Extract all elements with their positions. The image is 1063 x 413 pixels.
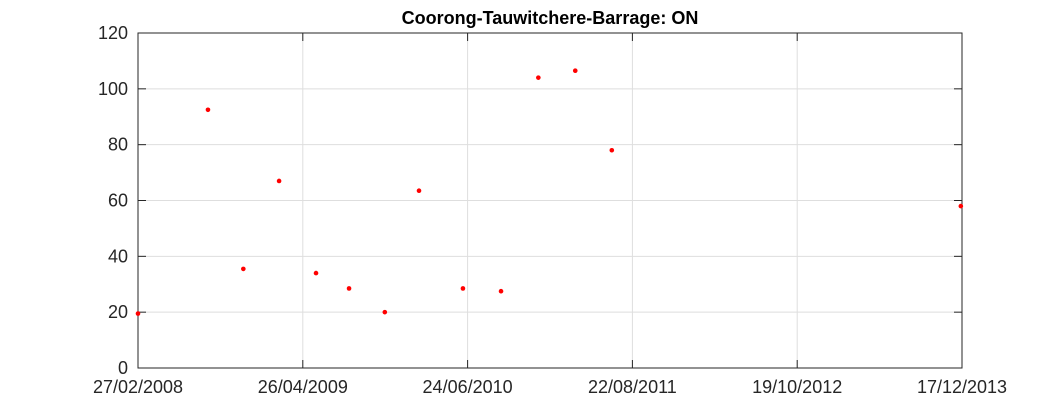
data-points <box>135 68 964 316</box>
data-point <box>572 68 578 73</box>
x-tick-label: 24/06/2010 <box>423 377 513 397</box>
chart-title: Coorong-Tauwitchere-Barrage: ON <box>402 8 699 28</box>
data-point <box>958 203 964 209</box>
x-tick-label: 17/12/2013 <box>917 377 1007 397</box>
data-point <box>241 266 246 272</box>
y-tick-label: 40 <box>108 246 128 266</box>
y-tick-label: 120 <box>98 23 128 43</box>
y-tick-label: 100 <box>98 79 128 99</box>
data-point <box>135 311 141 316</box>
data-point <box>609 147 615 153</box>
data-point <box>536 75 541 80</box>
x-tick-label: 26/04/2009 <box>258 377 348 397</box>
data-point <box>460 286 466 291</box>
grid-lines <box>137 32 963 369</box>
y-tick-label: 0 <box>118 358 128 378</box>
y-tick-label: 60 <box>108 191 128 211</box>
data-point <box>382 309 388 315</box>
y-tick-label: 80 <box>108 135 128 155</box>
axis-ticks: 27/02/2008 26/04/2009 24/06/2010 22/08/2011… <box>93 23 1007 397</box>
x-tick-label: 22/08/2011 <box>588 377 677 397</box>
y-tick-label: 20 <box>108 302 128 322</box>
data-point <box>416 188 422 194</box>
data-point <box>276 178 282 184</box>
data-point <box>346 286 352 291</box>
x-tick-label: 27/02/2008 <box>93 377 183 397</box>
data-point <box>498 288 504 294</box>
data-point <box>313 270 319 276</box>
x-tick-label: 19/10/2012 <box>752 377 842 397</box>
data-point <box>205 107 211 113</box>
